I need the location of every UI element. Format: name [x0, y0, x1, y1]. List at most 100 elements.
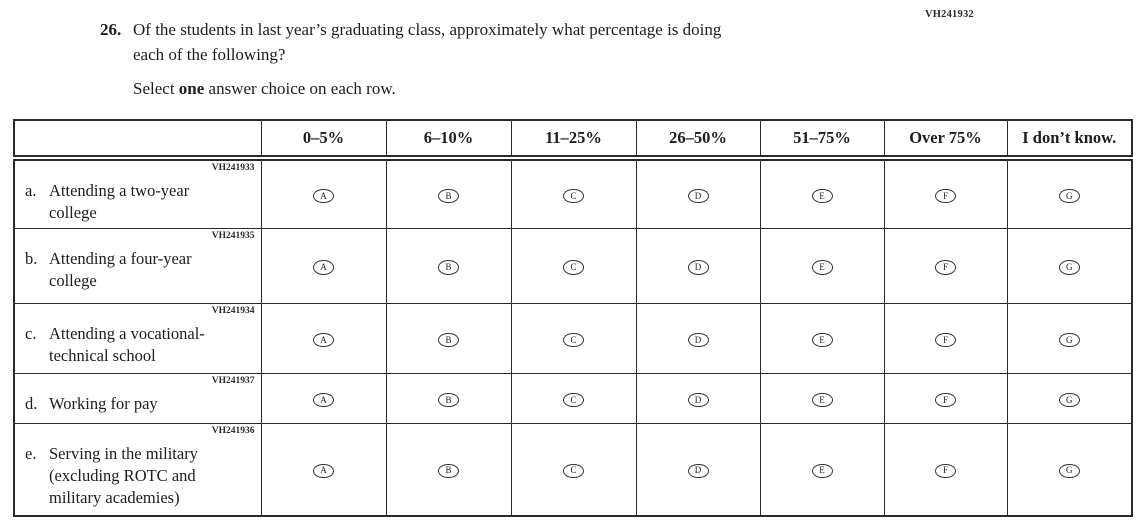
- option-bubble-b[interactable]: B: [438, 260, 459, 275]
- row-letter: a.: [25, 181, 37, 200]
- question-number: 26.: [100, 20, 122, 39]
- option-bubble-a[interactable]: A: [313, 332, 334, 348]
- table-row-d: VH241937 d. Working for pay A B C D E F …: [13, 373, 1133, 424]
- answer-cell: D: [635, 423, 761, 516]
- option-bubble-f[interactable]: F: [935, 463, 956, 478]
- option-bubble-d[interactable]: D: [687, 392, 709, 408]
- option-bubble-b[interactable]: B: [438, 463, 459, 478]
- answer-cell: E: [759, 423, 885, 516]
- answer-cell: G: [1006, 423, 1133, 516]
- answer-cell: E: [759, 303, 885, 374]
- row-label-text: Working for pay: [49, 394, 158, 413]
- row-accession-code: VH241933: [211, 163, 255, 173]
- row-label-text: Attending a vocational- technical school: [49, 324, 205, 365]
- column-header-over-75: Over 75%: [883, 119, 1008, 161]
- option-bubble-b[interactable]: B: [438, 332, 459, 348]
- row-label-text: Serving in the military (excluding ROTC …: [49, 444, 198, 507]
- column-header-11-25: 11–25%: [510, 119, 637, 161]
- column-header-6-10: 6–10%: [385, 119, 512, 161]
- table-row-b: VH241935 b. Attending a four-year colleg…: [13, 228, 1133, 304]
- option-bubble-e[interactable]: E: [811, 260, 833, 275]
- answer-cell: B: [385, 423, 512, 516]
- question-instruction: Select one answer choice on each row.: [133, 76, 920, 101]
- row-accession-code: VH241934: [211, 306, 255, 316]
- row-accession-code: VH241936: [211, 426, 255, 436]
- option-bubble-e[interactable]: E: [811, 332, 833, 348]
- answer-cell: D: [635, 228, 761, 304]
- question-text: Of the students in last year’s graduatin…: [133, 17, 721, 67]
- option-bubble-f[interactable]: F: [935, 260, 956, 275]
- option-bubble-e[interactable]: E: [811, 392, 833, 408]
- option-bubble-f[interactable]: F: [935, 332, 956, 348]
- option-bubble-g[interactable]: G: [1058, 332, 1080, 348]
- option-bubble-a[interactable]: A: [313, 260, 334, 275]
- column-header-26-50: 26–50%: [635, 119, 761, 161]
- header-row: 0–5% 6–10% 11–25% 26–50% 51–75% Over 75%…: [13, 119, 1133, 161]
- instruction-bold: one: [178, 79, 205, 98]
- answer-cell: E: [759, 228, 885, 304]
- row-letter: b.: [25, 249, 38, 268]
- row-letter: c.: [25, 324, 37, 343]
- option-bubble-f[interactable]: F: [935, 392, 956, 408]
- answer-cell: D: [635, 373, 761, 424]
- option-bubble-c[interactable]: C: [563, 332, 584, 348]
- option-bubble-d[interactable]: D: [687, 188, 709, 204]
- answer-cell: B: [385, 157, 512, 229]
- answer-cell: A: [260, 373, 387, 424]
- row-label-text: Attending a two-year college: [49, 181, 190, 222]
- option-bubble-d[interactable]: D: [687, 463, 709, 478]
- option-bubble-g[interactable]: G: [1058, 188, 1080, 204]
- option-bubble-c[interactable]: C: [563, 392, 584, 408]
- instruction-prefix: Select: [133, 79, 179, 98]
- option-bubble-a[interactable]: A: [313, 463, 334, 478]
- row-letter: e.: [25, 444, 37, 463]
- option-bubble-c[interactable]: C: [563, 188, 584, 204]
- row-letter: d.: [25, 394, 38, 413]
- option-bubble-b[interactable]: B: [438, 392, 459, 408]
- answer-cell: B: [385, 303, 512, 374]
- row-label-cell-b: VH241935 b. Attending a four-year colleg…: [13, 228, 262, 304]
- option-bubble-c[interactable]: C: [563, 260, 584, 275]
- option-bubble-a[interactable]: A: [313, 188, 334, 204]
- row-label-text: Attending a four-year college: [49, 249, 192, 290]
- option-bubble-g[interactable]: G: [1058, 260, 1080, 275]
- table-row-c: VH241934 c. Attending a vocational- tech…: [13, 303, 1133, 374]
- answer-cell: F: [883, 423, 1008, 516]
- option-bubble-e[interactable]: E: [811, 188, 833, 204]
- option-bubble-g[interactable]: G: [1058, 392, 1080, 408]
- answer-cell: F: [883, 228, 1008, 304]
- answer-cell: C: [510, 373, 637, 424]
- option-bubble-a[interactable]: A: [313, 392, 334, 408]
- option-bubble-d[interactable]: D: [687, 332, 709, 348]
- answer-cell: F: [883, 157, 1008, 229]
- question-text-line-1: Of the students in last year’s graduatin…: [133, 20, 722, 39]
- answer-cell: F: [883, 303, 1008, 374]
- answer-cell: A: [260, 228, 387, 304]
- answer-cell: F: [883, 373, 1008, 424]
- answer-cell: C: [510, 228, 637, 304]
- column-header-0-5: 0–5%: [260, 119, 387, 161]
- answer-cell: G: [1006, 228, 1133, 304]
- answer-cell: E: [759, 373, 885, 424]
- answer-cell: A: [260, 303, 387, 374]
- answer-cell: A: [260, 423, 387, 516]
- column-header-dont-know: I don’t know.: [1006, 119, 1133, 161]
- option-bubble-b[interactable]: B: [438, 188, 459, 204]
- answer-cell: C: [510, 303, 637, 374]
- option-bubble-f[interactable]: F: [935, 188, 956, 204]
- option-bubble-e[interactable]: E: [811, 463, 833, 478]
- answer-cell: A: [260, 157, 387, 229]
- answer-cell: B: [385, 228, 512, 304]
- answer-cell: G: [1006, 373, 1133, 424]
- answer-matrix-table: 0–5% 6–10% 11–25% 26–50% 51–75% Over 75%…: [13, 119, 1133, 517]
- answer-cell: C: [510, 423, 637, 516]
- question-block: 26. Of the students in last year’s gradu…: [100, 17, 920, 101]
- option-bubble-d[interactable]: D: [687, 260, 709, 275]
- option-bubble-g[interactable]: G: [1058, 463, 1080, 478]
- answer-cell: E: [759, 157, 885, 229]
- option-bubble-c[interactable]: C: [563, 463, 584, 478]
- row-accession-code: VH241935: [211, 231, 255, 241]
- corner-header-cell: [13, 119, 262, 161]
- row-accession-code: VH241937: [211, 376, 255, 386]
